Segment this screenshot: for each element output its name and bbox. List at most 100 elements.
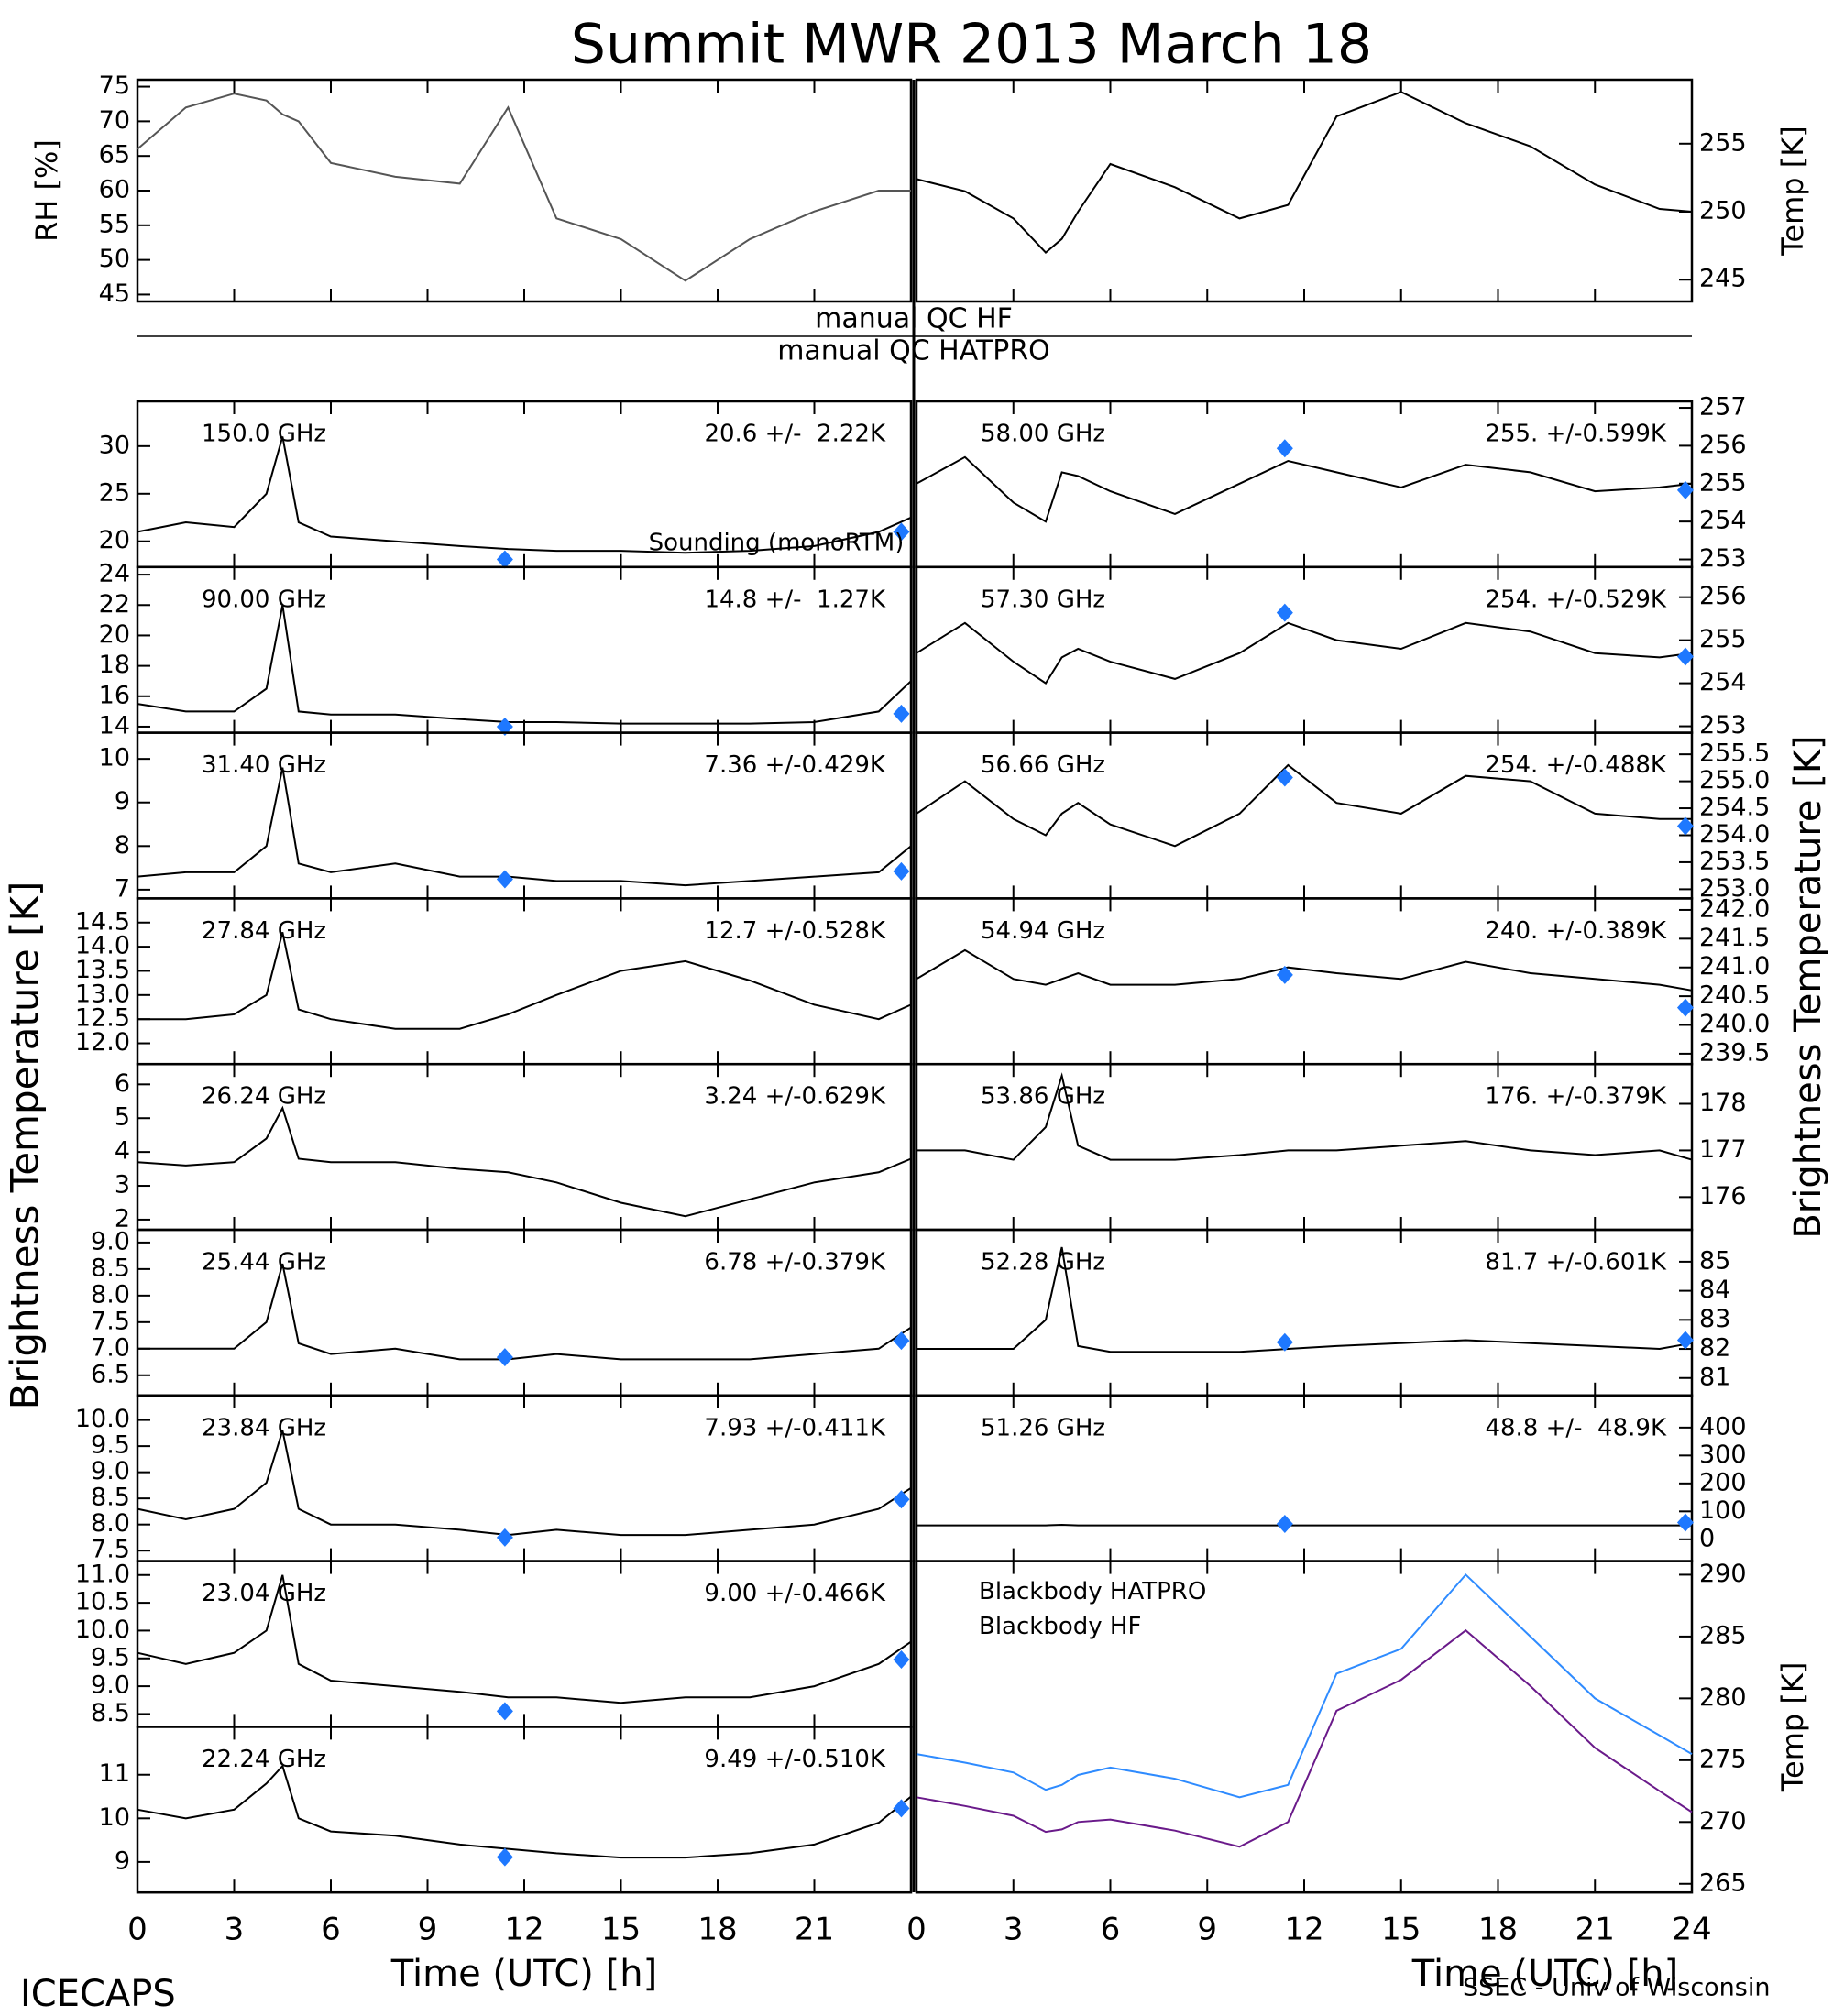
channel-stats: 20.6 +/- 2.22K — [704, 421, 886, 448]
data-line — [916, 621, 1693, 685]
channel-label: 150.0 GHz — [202, 421, 326, 448]
y-tick-label: 200 — [1699, 1468, 1747, 1496]
y-tick-label: 255 — [1699, 468, 1747, 497]
y-tick-label: 10.5 — [75, 1588, 130, 1616]
y-tick-label: 45 — [99, 279, 130, 308]
sounding-marker — [496, 550, 513, 569]
y-tick-label: 10.0 — [75, 1616, 130, 1644]
y-tick-label: 253.0 — [1699, 874, 1770, 903]
channel-label: 25.44 GHz — [202, 1249, 326, 1276]
sounding-marker — [1676, 998, 1694, 1017]
y-tick-label: 7.0 — [91, 1333, 130, 1362]
x-tick-label: 6 — [321, 1912, 341, 1948]
y-tick-label: 25 — [99, 478, 130, 507]
y-tick-label: 9.0 — [91, 1227, 130, 1255]
channel-label: 54.94 GHz — [981, 917, 1105, 945]
x-tick-label: 9 — [418, 1912, 438, 1948]
channel-label: 23.04 GHz — [202, 1580, 326, 1607]
y-tick-label: 75 — [99, 71, 130, 100]
data-line — [916, 1072, 1693, 1161]
channel-stats: 9.49 +/-0.510K — [704, 1746, 886, 1773]
y-tick-label: 20 — [99, 620, 130, 649]
sounding-marker — [496, 1847, 513, 1867]
y-tick-label: 255 — [1699, 128, 1747, 157]
y-tick-label: 254.5 — [1699, 794, 1770, 822]
y-tick-label: 285 — [1699, 1621, 1747, 1649]
y-tick-label: 50 — [99, 245, 130, 273]
qc-label: manual QC HF — [815, 303, 1013, 335]
y-tick-label: 3 — [115, 1171, 130, 1200]
y-tick-label: 255 — [1699, 625, 1747, 653]
y-tick-label: 280 — [1699, 1683, 1747, 1712]
y-tick-label: 250 — [1699, 197, 1747, 225]
footer-label: ICECAPS — [20, 1973, 176, 2015]
sounding-marker — [1676, 1513, 1694, 1532]
sounding-marker — [1676, 816, 1694, 836]
y-tick-label: 9.0 — [91, 1457, 130, 1485]
y-axis-title: Brightness Temperature [K] — [3, 882, 48, 1410]
y-tick-label: 20 — [99, 526, 130, 554]
channel-stats: 240. +/-0.389K — [1485, 917, 1667, 945]
channel-stats: 6.78 +/-0.379K — [704, 1249, 886, 1276]
y-tick-label: 176 — [1699, 1182, 1747, 1211]
y-tick-label: 81 — [1699, 1363, 1730, 1391]
x-tick-label: 9 — [1197, 1912, 1217, 1948]
plot-frame — [915, 1560, 1694, 1894]
sounding-marker — [893, 522, 910, 542]
sounding-marker — [893, 1649, 910, 1669]
data-line — [916, 1523, 1692, 1527]
y-tick-label: 12.0 — [75, 1028, 130, 1057]
data-line — [137, 436, 912, 554]
y-tick-label: 245 — [1699, 265, 1747, 293]
y-axis-title: Temp [K] — [1775, 1662, 1810, 1792]
y-tick-label: 275 — [1699, 1745, 1747, 1773]
channel-stats: 176. +/-0.379K — [1485, 1083, 1667, 1111]
channel-label: 53.86 GHz — [981, 1083, 1105, 1111]
footer-label: SSEC - Univ of Wisconsin — [1463, 1974, 1770, 2002]
y-tick-label: 85 — [1699, 1246, 1730, 1275]
data-line — [137, 605, 912, 725]
y-tick-label: 253.5 — [1699, 847, 1770, 875]
channel-label: 52.28 GHz — [981, 1249, 1105, 1276]
data-line — [137, 1574, 912, 1704]
channel-label: 57.30 GHz — [981, 586, 1105, 613]
y-tick-label: 70 — [99, 106, 130, 135]
sounding-marker — [1676, 647, 1694, 666]
sounding-marker — [1676, 480, 1694, 499]
channel-label: 51.26 GHz — [981, 1414, 1105, 1441]
y-tick-label: 254.0 — [1699, 820, 1770, 849]
sounding-marker — [893, 1331, 910, 1351]
y-tick-label: 55 — [99, 210, 130, 238]
channel-stats: 9.00 +/-0.466K — [704, 1580, 886, 1607]
y-tick-label: 14.0 — [75, 932, 130, 960]
y-tick-label: 8.5 — [91, 1699, 130, 1727]
x-tick-label: 24 — [1672, 1912, 1711, 1948]
data-line — [916, 1572, 1693, 1799]
y-tick-label: 239.5 — [1699, 1038, 1770, 1067]
y-tick-label: 290 — [1699, 1560, 1747, 1588]
data-line — [916, 1628, 1693, 1848]
y-tick-label: 255.0 — [1699, 766, 1770, 794]
sounding-marker — [893, 861, 910, 881]
y-tick-label: 65 — [99, 141, 130, 170]
channel-label: 58.00 GHz — [981, 421, 1105, 448]
y-tick-label: 4 — [115, 1137, 130, 1166]
y-tick-label: 10.0 — [75, 1405, 130, 1433]
y-tick-label: 254 — [1699, 507, 1747, 535]
sounding-marker — [496, 1528, 513, 1547]
y-tick-label: 265 — [1699, 1868, 1747, 1897]
y-tick-label: 5 — [115, 1103, 130, 1132]
data-line — [137, 1105, 912, 1218]
y-tick-label: 240.0 — [1699, 1010, 1770, 1038]
y-tick-label: 240.5 — [1699, 981, 1770, 1010]
y-tick-label: 10 — [99, 744, 130, 772]
channel-stats: 81.7 +/-0.601K — [1485, 1249, 1667, 1276]
y-tick-label: 254 — [1699, 668, 1747, 696]
y-tick-label: 8.0 — [91, 1509, 130, 1538]
y-tick-label: 9.5 — [91, 1643, 130, 1671]
y-tick-label: 400 — [1699, 1412, 1747, 1441]
y-tick-label: 7.5 — [91, 1536, 130, 1564]
x-tick-label: 21 — [795, 1912, 834, 1948]
